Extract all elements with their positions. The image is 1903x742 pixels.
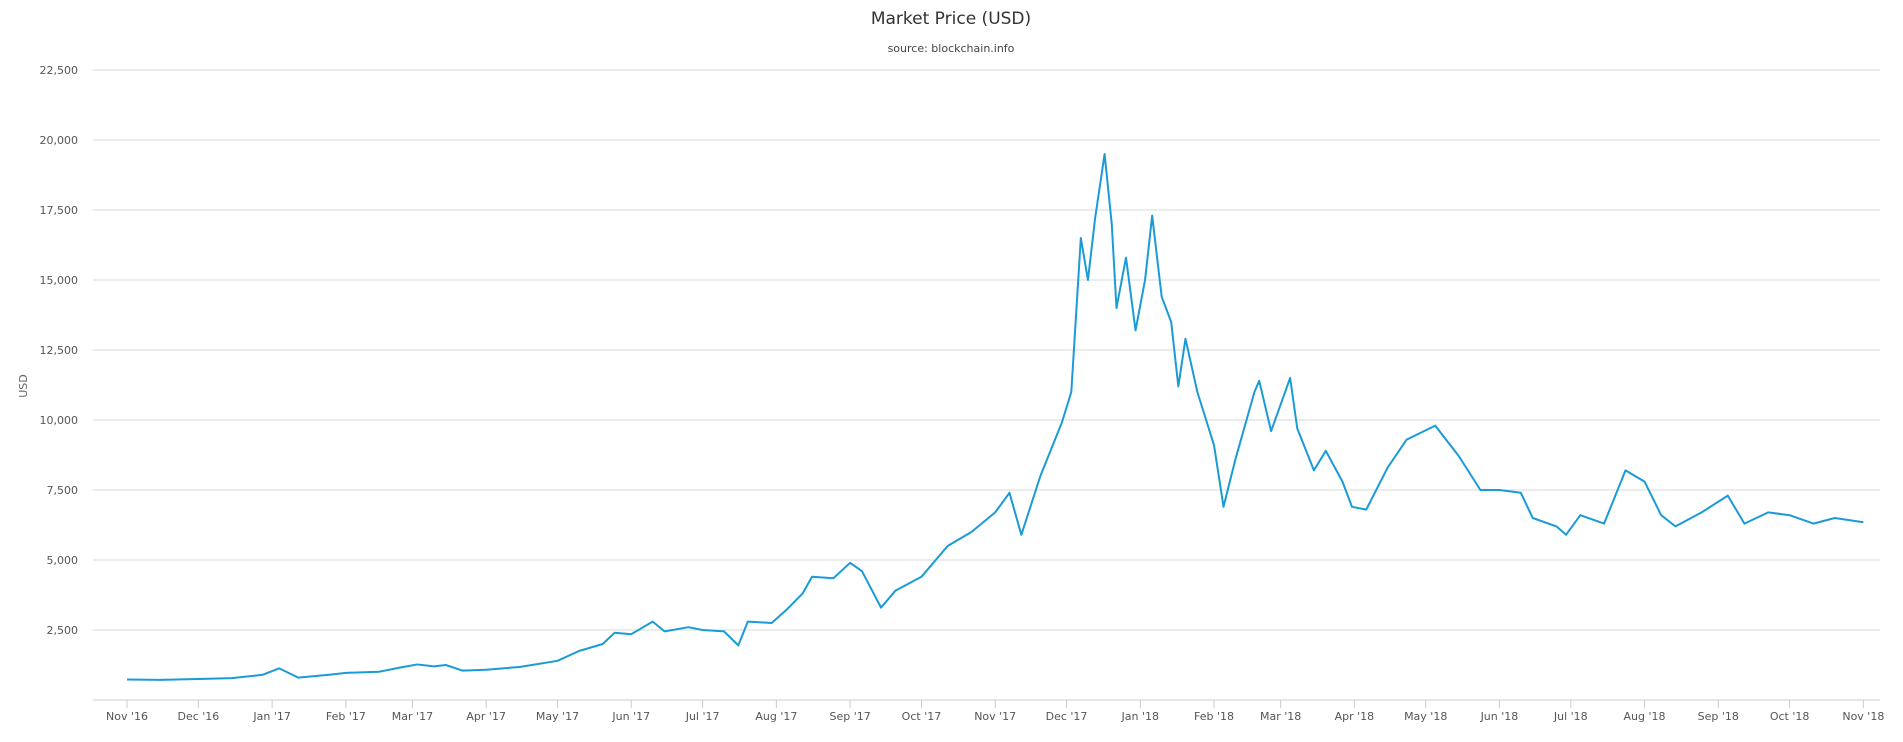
x-tick-label: Aug '18 bbox=[1624, 710, 1666, 723]
x-tick-label: May '17 bbox=[536, 710, 579, 723]
chart-title: Market Price (USD) bbox=[871, 9, 1031, 29]
series-line bbox=[127, 153, 1864, 681]
x-tick-label: Dec '17 bbox=[1046, 710, 1088, 723]
x-tick-label: Jun '18 bbox=[1480, 710, 1519, 723]
x-tick-label: May '18 bbox=[1404, 710, 1447, 723]
x-tick-label: Oct '17 bbox=[902, 710, 942, 723]
series-layer bbox=[127, 153, 1864, 681]
x-tick-label: Feb '17 bbox=[326, 710, 366, 723]
x-tick-label: Mar '17 bbox=[392, 710, 433, 723]
x-tick-label: Jun '17 bbox=[611, 710, 650, 723]
x-tick-label: Nov '17 bbox=[974, 710, 1016, 723]
x-tick-label: Jan '17 bbox=[252, 710, 290, 723]
x-axis-ticks: Nov '16 Dec '16 Jan '17 Feb '17 Mar '17 Apr '… bbox=[106, 700, 1884, 723]
x-tick-label: Feb '18 bbox=[1194, 710, 1234, 723]
y-tick-label: 2,500 bbox=[47, 624, 79, 637]
y-tick-label: 5,000 bbox=[47, 554, 79, 567]
x-tick-label: Mar '18 bbox=[1260, 710, 1301, 723]
x-tick-label: Nov '18 bbox=[1842, 710, 1884, 723]
y-tick-label: 15,000 bbox=[40, 274, 79, 287]
y-tick-label: 7,500 bbox=[47, 484, 79, 497]
grid-lines bbox=[93, 69, 1880, 701]
y-tick-label: 22,500 bbox=[40, 64, 79, 77]
x-tick-label: Aug '17 bbox=[755, 710, 797, 723]
y-axis-title: USD bbox=[17, 374, 30, 398]
x-tick-label: Apr '18 bbox=[1335, 710, 1375, 723]
x-tick-label: Nov '16 bbox=[106, 710, 148, 723]
chart-subtitle: source: blockchain.info bbox=[888, 42, 1015, 55]
x-tick-label: Sep '17 bbox=[829, 710, 870, 723]
x-tick-label: Apr '17 bbox=[466, 710, 506, 723]
y-axis-ticks: 2,500 5,000 7,500 10,000 12,500 15,000 17,500 2… bbox=[40, 64, 79, 637]
x-tick-label: Dec '16 bbox=[177, 710, 219, 723]
y-tick-label: 17,500 bbox=[40, 204, 79, 217]
x-tick-label: Sep '18 bbox=[1698, 710, 1739, 723]
y-tick-label: 12,500 bbox=[40, 344, 79, 357]
x-tick-label: Jan '18 bbox=[1121, 710, 1159, 723]
x-tick-label: Jul '18 bbox=[1553, 710, 1588, 723]
x-tick-label: Oct '18 bbox=[1770, 710, 1810, 723]
y-tick-label: 20,000 bbox=[40, 134, 79, 147]
x-tick-label: Jul '17 bbox=[685, 710, 720, 723]
y-tick-label: 10,000 bbox=[40, 414, 79, 427]
